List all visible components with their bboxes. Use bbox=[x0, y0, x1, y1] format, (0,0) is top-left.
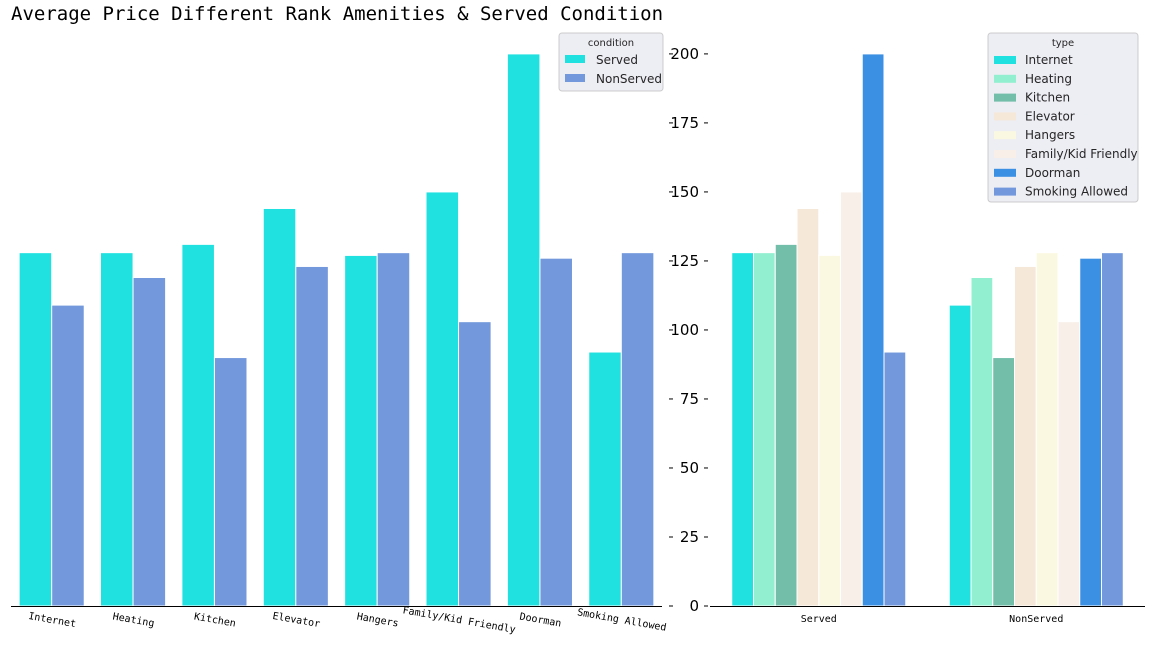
y-tick-label-200: 200 bbox=[670, 45, 699, 63]
y-tick-label-150: 150 bbox=[670, 183, 699, 201]
right-legend-title: type bbox=[1052, 38, 1074, 49]
right-legend-frame bbox=[987, 32, 1139, 203]
bar-nonserved-smoking-allowed bbox=[1101, 252, 1124, 607]
legend-swatch-hangers bbox=[994, 131, 1016, 140]
bar-served-heating bbox=[100, 252, 134, 607]
legend-swatch-internet bbox=[994, 56, 1016, 64]
y-tick-label-75: 75 bbox=[680, 390, 699, 408]
legend-label-heating: Heating bbox=[1025, 72, 1072, 86]
bar-served-kitchen bbox=[181, 243, 215, 607]
bar-served-hangers bbox=[818, 254, 841, 607]
legend-label-elevator: Elevator bbox=[1025, 109, 1075, 123]
bar-served-elevator bbox=[796, 207, 820, 607]
x-tick-label-elevator: Elevator bbox=[272, 611, 321, 630]
x-tick-label-smoking-allowed: Smoking Allowed bbox=[576, 607, 667, 634]
legend-swatch-doorman bbox=[994, 168, 1016, 177]
y-tick-label-100: 100 bbox=[670, 321, 699, 339]
bar-served-internet bbox=[731, 252, 754, 607]
x-tick-label-nonserved: NonServed bbox=[1009, 614, 1063, 625]
bar-nonserved-heating bbox=[132, 277, 167, 607]
bar-nonserved-doorman bbox=[1079, 257, 1102, 607]
x-tick-label-family-kid-friendly: Family/Kid Friendly bbox=[402, 605, 517, 636]
bar-served-hangers bbox=[344, 254, 378, 607]
bar-nonserved-kitchen bbox=[213, 357, 248, 607]
legend-swatch-nonserved bbox=[565, 74, 585, 82]
x-tick-label-doorman: Doorman bbox=[519, 611, 562, 629]
left-legend-title: condition bbox=[588, 38, 634, 49]
bar-served-smoking-allowed bbox=[883, 351, 907, 607]
bar-nonserved-internet bbox=[948, 304, 972, 607]
bar-nonserved-family-kid-friendly bbox=[1057, 321, 1081, 607]
bar-nonserved-doorman bbox=[539, 257, 573, 607]
left-legend: condition Served NonServed bbox=[558, 32, 664, 92]
bar-nonserved-elevator bbox=[1014, 265, 1037, 607]
legend-label-doorman: Doorman bbox=[1025, 166, 1080, 180]
bar-served-heating bbox=[753, 252, 776, 607]
legend-label-hangers: Hangers bbox=[1025, 128, 1075, 142]
y-tick-label-175: 175 bbox=[670, 114, 699, 132]
y-tick-label-25: 25 bbox=[680, 528, 699, 546]
right-chart: Served NonServed 0 25 50 75 100 125 150 175 200 typ… bbox=[669, 32, 1145, 625]
bar-served-internet bbox=[18, 252, 53, 607]
bar-nonserved-internet bbox=[51, 304, 85, 607]
legend-label-smoking-allowed: Smoking Allowed bbox=[1025, 185, 1128, 199]
bar-served-smoking-allowed bbox=[588, 351, 622, 607]
right-legend: type Internet Heating Kitchen Elevator Hanger… bbox=[987, 32, 1139, 203]
legend-swatch-served bbox=[565, 55, 585, 63]
legend-swatch-kitchen bbox=[994, 93, 1016, 102]
left-chart: Internet Heating Kitchen Elevator Hangers Fam… bbox=[11, 32, 667, 636]
y-tick-label-50: 50 bbox=[680, 459, 699, 477]
legend-swatch-family-kid-friendly bbox=[994, 150, 1016, 158]
bar-served-family-kid-friendly bbox=[425, 191, 460, 607]
bar-nonserved-family-kid-friendly bbox=[458, 321, 492, 607]
bar-served-kitchen bbox=[774, 243, 798, 607]
x-tick-label-hangers: Hangers bbox=[356, 611, 399, 629]
legend-label-served: Served bbox=[596, 53, 638, 67]
legend-swatch-smoking-allowed bbox=[994, 187, 1016, 196]
bar-nonserved-elevator bbox=[295, 265, 329, 607]
x-tick-label-served: Served bbox=[801, 614, 837, 625]
x-tick-label-internet: Internet bbox=[27, 611, 76, 630]
bar-nonserved-smoking-allowed bbox=[620, 252, 655, 607]
x-tick-label-kitchen: Kitchen bbox=[193, 611, 236, 629]
legend-label-kitchen: Kitchen bbox=[1025, 91, 1070, 105]
bar-served-elevator bbox=[262, 207, 297, 607]
bar-nonserved-hangers bbox=[376, 252, 411, 607]
legend-swatch-elevator bbox=[994, 112, 1016, 121]
legend-label-internet: Internet bbox=[1025, 53, 1073, 67]
bar-nonserved-kitchen bbox=[992, 357, 1015, 607]
bar-nonserved-hangers bbox=[1035, 252, 1059, 607]
bar-served-doorman bbox=[861, 53, 885, 607]
bar-served-doorman bbox=[506, 53, 541, 607]
legend-label-nonserved: NonServed bbox=[596, 72, 662, 86]
legend-swatch-heating bbox=[994, 74, 1016, 83]
x-tick-label-heating: Heating bbox=[112, 611, 155, 629]
y-tick-label-0: 0 bbox=[689, 597, 699, 615]
y-tick-label-125: 125 bbox=[670, 252, 699, 270]
bar-served-family-kid-friendly bbox=[840, 191, 863, 607]
bar-nonserved-heating bbox=[970, 277, 994, 607]
page-title: Average Price Different Rank Amenities &… bbox=[11, 3, 664, 25]
legend-label-family-kid-friendly: Family/Kid Friendly bbox=[1025, 147, 1138, 161]
